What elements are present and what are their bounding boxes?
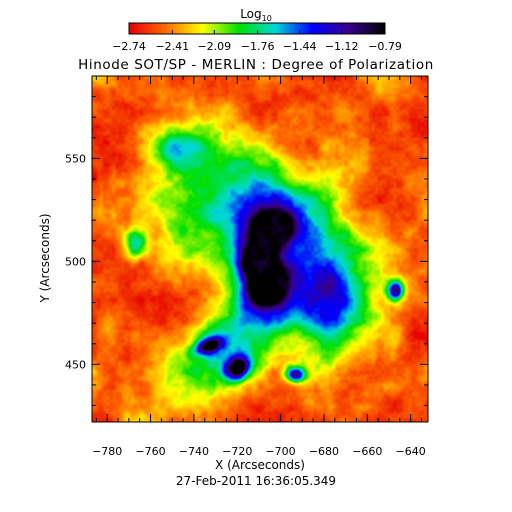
x-tick-label: −780 xyxy=(92,445,122,458)
chart-title: Hinode SOT/SP - MERLIN : Degree of Polar… xyxy=(78,57,434,73)
colorbar-tick-label: −2.74 xyxy=(112,40,146,53)
x-tick-label: −740 xyxy=(179,445,209,458)
x-axis: −780 −760 −740 −720 −700 −680 −660 −640 xyxy=(92,76,426,458)
colorbar-label: Log10 xyxy=(240,7,272,23)
x-tick-label: −640 xyxy=(396,445,426,458)
colorbar-tick-label: −0.79 xyxy=(368,40,402,53)
colorbar-tick-label: −1.76 xyxy=(241,40,275,53)
y-tick-label: 500 xyxy=(65,255,86,268)
colorbar-tick-label: −1.12 xyxy=(325,40,359,53)
plot-area xyxy=(91,75,429,423)
colorbar-tick-label: −2.41 xyxy=(155,40,189,53)
y-tick-label: 450 xyxy=(65,358,86,371)
x-tick-label: −720 xyxy=(222,445,252,458)
x-tick-label: −660 xyxy=(352,445,382,458)
plot-frame xyxy=(91,75,429,423)
y-axis: 450 500 550 xyxy=(65,75,428,407)
y-axis-label: Y (Arcseconds) xyxy=(38,213,52,303)
heatmap-image xyxy=(92,76,428,422)
y-tick-label: 550 xyxy=(65,152,86,165)
x-tick-label: −700 xyxy=(265,445,295,458)
colorbar xyxy=(128,22,386,35)
timestamp: 27-Feb-2011 16:36:05.349 xyxy=(176,474,336,488)
colorbar-ticks: −2.74 −2.41 −2.09 −1.76 −1.44 −1.12 −0.79 xyxy=(112,30,402,53)
x-axis-label: X (Arcseconds) xyxy=(215,458,305,472)
x-tick-label: −760 xyxy=(135,445,165,458)
colorbar-tick-label: −1.44 xyxy=(283,40,317,53)
colorbar-tick-label: −2.09 xyxy=(197,40,231,53)
x-tick-label: −680 xyxy=(309,445,339,458)
